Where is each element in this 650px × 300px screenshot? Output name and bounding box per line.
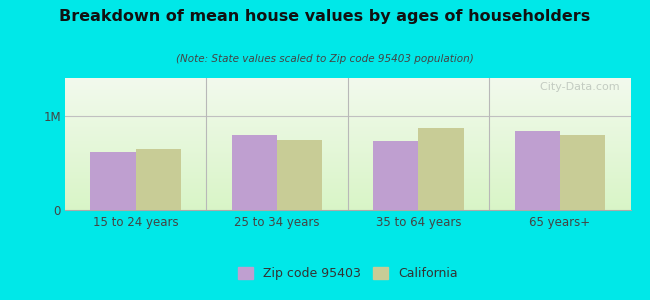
Text: Breakdown of mean house values by ages of householders: Breakdown of mean house values by ages o… [59,9,591,24]
Text: (Note: State values scaled to Zip code 95403 population): (Note: State values scaled to Zip code 9… [176,54,474,64]
Bar [515,131,560,210]
Bar [560,135,605,210]
Bar [373,141,419,210]
Text: City-Data.com: City-Data.com [532,82,619,92]
Bar [90,152,136,210]
Legend: Zip code 95403, California: Zip code 95403, California [238,267,458,280]
Bar [277,140,322,210]
Bar [419,128,463,210]
Bar [232,135,277,210]
Bar [136,149,181,210]
